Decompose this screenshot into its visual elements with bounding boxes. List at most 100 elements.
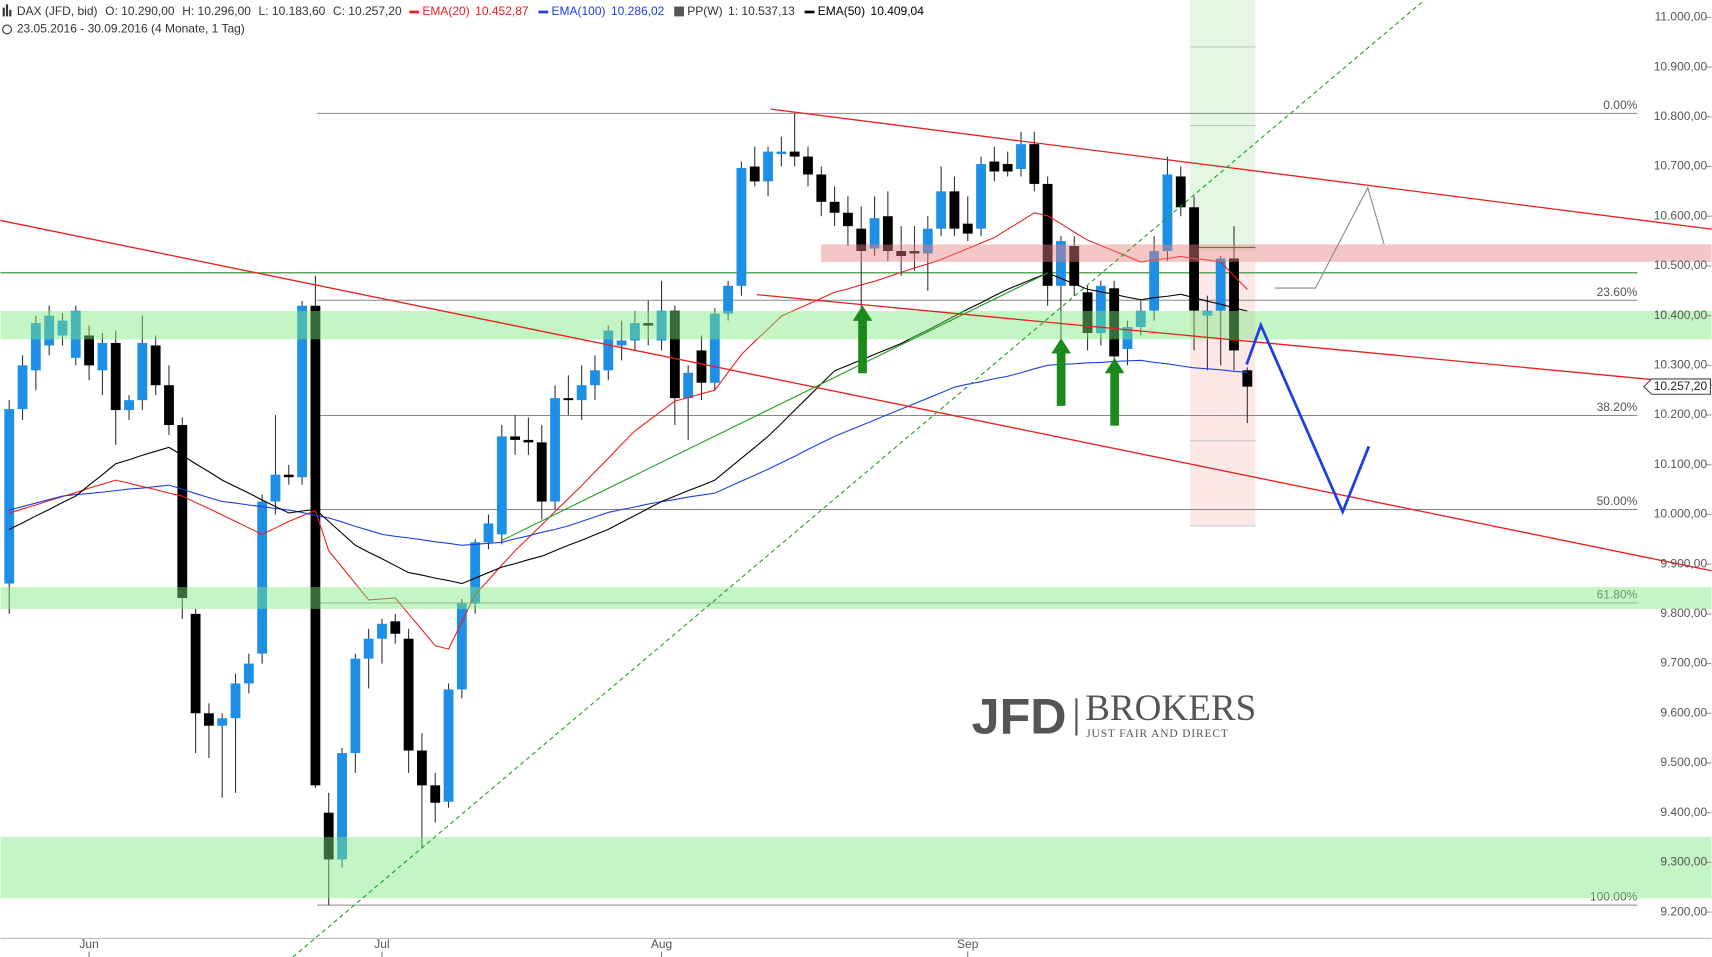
fib-label: 0.00% — [1603, 98, 1637, 112]
y-tick-label: 9.900,00 — [1660, 556, 1707, 570]
candle-body — [616, 340, 627, 346]
candle-body — [70, 310, 81, 358]
arrow-up — [1104, 357, 1125, 426]
candle-body — [1069, 246, 1080, 286]
y-tick-label: 9.600,00 — [1660, 705, 1707, 719]
legend-text: EMA(20) — [422, 4, 469, 18]
arrow-up — [1051, 338, 1071, 406]
candle-body — [270, 474, 281, 502]
candle-body — [922, 228, 933, 254]
candle-body — [337, 753, 347, 860]
candle-body — [190, 613, 201, 714]
watermark-separator — [1075, 698, 1078, 736]
fib-label: 38.20% — [1597, 400, 1638, 414]
support-zone — [0, 310, 1712, 340]
candle-body — [789, 151, 800, 157]
candle-body — [164, 385, 174, 425]
resistance-zone — [821, 244, 1712, 262]
candle-body — [390, 621, 401, 634]
candle-body — [97, 342, 108, 371]
candle-body — [1162, 174, 1173, 252]
candle-body — [363, 638, 374, 659]
candle-body — [310, 305, 321, 786]
y-tick-label: 10.500,00 — [1654, 258, 1708, 272]
candle-body — [483, 523, 494, 543]
candle-body — [643, 323, 654, 326]
icon — [9, 9, 12, 17]
y-tick-label: 9.300,00 — [1660, 855, 1707, 869]
candle-body — [430, 785, 441, 803]
candle-body — [882, 216, 893, 252]
price-tag-label: 10.257,20 — [1654, 379, 1708, 393]
fib-label: 23.60% — [1597, 285, 1638, 299]
x-tick-label: Sep — [957, 937, 979, 951]
candle-body — [350, 658, 361, 754]
levels: 0.00% 23.60% 38.20% 50.00% 61.80% 100.00% — [316, 98, 1638, 906]
legend-text: 10.452,87 — [475, 4, 529, 18]
y-tick-label: 10.000,00 — [1654, 507, 1708, 521]
candle-body — [417, 750, 427, 786]
candle-body — [1122, 327, 1133, 349]
candle-body — [896, 251, 907, 256]
candle-body — [57, 320, 68, 336]
candle-body — [550, 398, 560, 502]
candle-body — [283, 474, 294, 478]
candle-body — [1109, 288, 1120, 357]
legend-text: 10.286,02 — [611, 4, 665, 18]
y-tick-label: 10.200,00 — [1654, 407, 1708, 421]
candle-body — [949, 191, 960, 229]
background-zones — [0, 0, 1638, 527]
candle-body — [496, 436, 507, 535]
legend-text: 1: 10.537,13 — [728, 4, 795, 18]
candle-body — [1175, 176, 1186, 208]
candle-body — [976, 164, 986, 229]
projection-path — [1275, 186, 1385, 289]
candle-body — [630, 323, 640, 341]
candle-body — [776, 151, 787, 155]
candle-body — [563, 398, 574, 401]
moving-averages — [8, 212, 1248, 650]
y-tick-label: 9.800,00 — [1660, 606, 1707, 620]
candle-body — [803, 156, 813, 175]
candle-body — [1229, 258, 1239, 351]
support-zone — [0, 587, 1712, 609]
candle-body — [523, 439, 534, 443]
fib-label: 50.00% — [1597, 494, 1638, 508]
candle-body — [603, 330, 614, 371]
support-zone — [0, 836, 1712, 899]
candle-body — [656, 310, 667, 341]
fib-label: 100.00% — [1590, 890, 1638, 904]
candle-body — [709, 313, 720, 383]
x-tick-label: Jul — [374, 937, 389, 951]
legend-text: EMA(100) — [551, 4, 605, 18]
candle-body — [4, 409, 15, 584]
candle-body — [110, 342, 121, 411]
candle-body — [1242, 370, 1253, 387]
candle-body — [150, 345, 161, 386]
candle-body — [1002, 164, 1013, 172]
y-tick-label: 10.700,00 — [1654, 159, 1708, 173]
legend-text: 10.409,04 — [871, 4, 925, 18]
candle-body — [736, 168, 747, 286]
candle-body — [1202, 310, 1213, 316]
candle-body — [936, 191, 947, 229]
watermark: JFD BROKERS JUST FAIR AND DIRECT — [972, 688, 1257, 744]
candle-body — [30, 323, 41, 371]
candle-body — [816, 174, 827, 202]
candle-body — [856, 228, 867, 252]
candle-body — [1029, 144, 1040, 184]
y-tick-label: 9.200,00 — [1660, 904, 1707, 918]
axes: 9.200,00 9.300,00 9.400,00 9.500,00 9.600,00… — [0, 10, 1712, 957]
y-tick-label: 9.400,00 — [1660, 805, 1707, 819]
icon — [5, 4, 9, 17]
y-tick-label: 10.600,00 — [1654, 208, 1708, 222]
candle-body — [1042, 183, 1053, 286]
candle-body — [576, 385, 587, 401]
candle-body — [1082, 292, 1093, 334]
arrow-up — [852, 305, 873, 374]
trend-line — [0, 219, 1712, 572]
